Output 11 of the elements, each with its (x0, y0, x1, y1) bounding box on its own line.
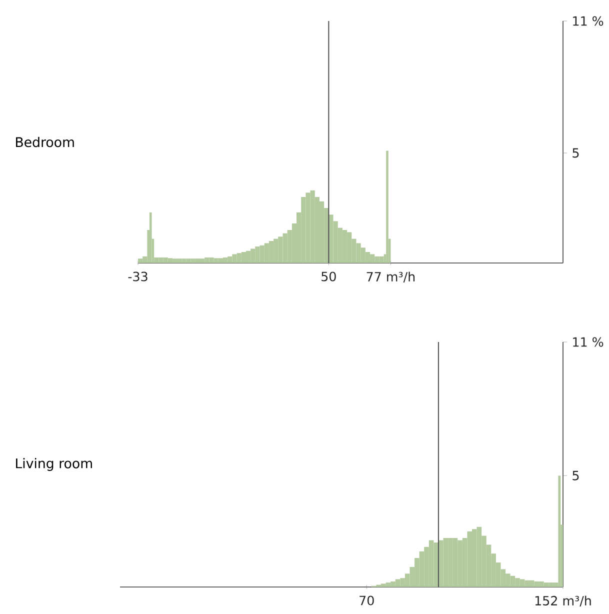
x-tick-label: 50 (322, 272, 336, 282)
x-tick-label: 152 m³/h (535, 596, 591, 606)
x-tick-label: 70 (360, 596, 374, 606)
y-axis-title: Living room (16, 458, 92, 471)
y-tick-label: 5 (572, 470, 579, 480)
x-tick-label: 77 m³/h (366, 272, 415, 282)
y-axis-title: Bedroom (16, 136, 74, 148)
y-tick-label: 11 % (573, 16, 604, 26)
x-tick-label: -33 (128, 272, 148, 282)
y-tick-label: 5 (572, 148, 579, 158)
y-tick-label: 11 % (573, 337, 604, 347)
